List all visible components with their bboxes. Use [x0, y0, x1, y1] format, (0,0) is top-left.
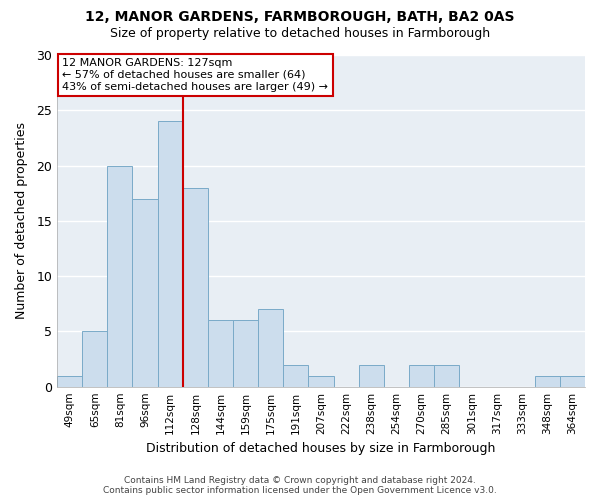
Bar [183, 188, 208, 386]
Bar [107, 166, 133, 386]
Bar [82, 332, 107, 386]
Bar [208, 320, 233, 386]
Bar [308, 376, 334, 386]
Bar [158, 122, 183, 386]
Bar [409, 364, 434, 386]
Bar [133, 198, 158, 386]
Y-axis label: Number of detached properties: Number of detached properties [15, 122, 28, 320]
Text: Contains HM Land Registry data © Crown copyright and database right 2024.
Contai: Contains HM Land Registry data © Crown c… [103, 476, 497, 495]
Bar [233, 320, 258, 386]
Text: Size of property relative to detached houses in Farmborough: Size of property relative to detached ho… [110, 28, 490, 40]
X-axis label: Distribution of detached houses by size in Farmborough: Distribution of detached houses by size … [146, 442, 496, 455]
Text: 12, MANOR GARDENS, FARMBOROUGH, BATH, BA2 0AS: 12, MANOR GARDENS, FARMBOROUGH, BATH, BA… [85, 10, 515, 24]
Bar [283, 364, 308, 386]
Bar [57, 376, 82, 386]
Text: 12 MANOR GARDENS: 127sqm
← 57% of detached houses are smaller (64)
43% of semi-d: 12 MANOR GARDENS: 127sqm ← 57% of detach… [62, 58, 328, 92]
Bar [560, 376, 585, 386]
Bar [535, 376, 560, 386]
Bar [434, 364, 460, 386]
Bar [359, 364, 384, 386]
Bar [258, 310, 283, 386]
